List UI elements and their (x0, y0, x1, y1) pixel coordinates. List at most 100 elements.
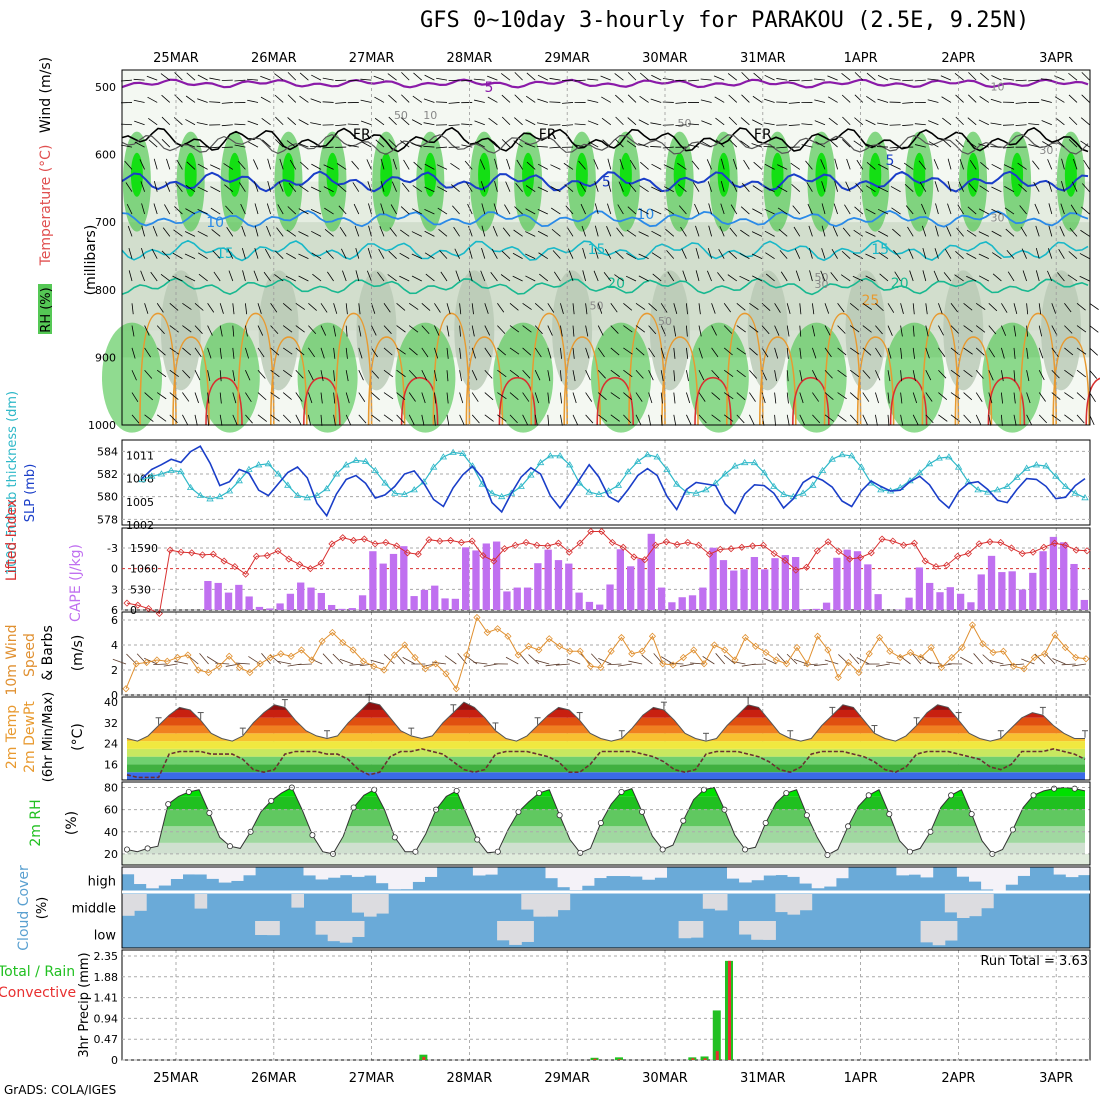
isotherm-line (121, 209, 1089, 228)
thickness-point (614, 481, 623, 488)
lifted-index-point (781, 556, 789, 564)
isotherm-surface (563, 336, 601, 426)
wind10-barb (505, 656, 519, 665)
wind-barb (337, 184, 347, 193)
wind-barb (207, 347, 212, 359)
rh-blob-grey (845, 270, 886, 391)
wind-barb (587, 78, 599, 81)
rh-blob-grey (552, 270, 593, 391)
thickness-point (1003, 482, 1011, 489)
wind-barb (509, 414, 518, 424)
pressure-tick: 600 (95, 149, 116, 162)
isotherm-label: 15 (216, 246, 234, 262)
cloud-cell (569, 867, 583, 891)
wind-barb (324, 207, 334, 215)
thickness-point (1032, 461, 1041, 468)
wind-barb (1038, 347, 1044, 359)
wind-barb (270, 347, 280, 356)
rh-point (268, 797, 275, 804)
wind-barb (437, 186, 448, 193)
wind-barb (1048, 181, 1053, 192)
thickness-point (225, 487, 234, 494)
wind-barb (587, 120, 599, 126)
wind-barb (1018, 183, 1027, 193)
thickness-point (148, 472, 156, 479)
cloud-frame (121, 866, 1091, 949)
wind-barb (126, 203, 133, 215)
cape-bar (523, 587, 532, 610)
wind-barb (727, 274, 738, 282)
wind-barb (147, 96, 158, 103)
wind-barb (299, 95, 309, 103)
upper-air-frame (121, 69, 1091, 426)
wind-barb (471, 414, 480, 424)
wind-barb (942, 139, 952, 148)
wind-barb (865, 275, 876, 282)
wind-barb (355, 247, 360, 259)
wind-barb (434, 392, 437, 404)
wind10-point (411, 653, 419, 662)
wind-barb (673, 370, 676, 382)
wind-barb (625, 275, 637, 282)
wind10-point (690, 646, 698, 654)
cloud-cell (593, 867, 607, 879)
lifted-index-point (716, 545, 724, 553)
lifted-index-point (306, 565, 314, 573)
wind-barb (173, 229, 183, 237)
wind-barb (1026, 392, 1031, 404)
isotherm-surface (628, 312, 666, 426)
rh-point (597, 819, 604, 826)
wind-barb (616, 227, 624, 237)
wind-barb (842, 227, 851, 237)
wind-barb (550, 164, 561, 170)
wind-barb (121, 79, 133, 82)
cloud-cell (993, 867, 1006, 891)
wind-barb (197, 74, 208, 81)
precip-conv-bar (728, 960, 731, 1060)
cape-tick: 530 (130, 583, 151, 596)
temp-color-band (127, 764, 1085, 773)
top-date-label: 28MAR (447, 51, 493, 66)
wind-barb (763, 146, 775, 148)
precip-legend-total: Total / Rain (0, 964, 75, 980)
wind-barb (209, 77, 221, 81)
wind-barb (219, 392, 222, 404)
wind-barb (424, 163, 435, 170)
wind-barb (225, 205, 234, 215)
lifted-index-point (533, 541, 541, 549)
cloud-cell (787, 867, 801, 877)
wind10-point (679, 653, 687, 662)
wind-barb (537, 186, 548, 193)
wind-barb (134, 141, 145, 148)
wind-barb (219, 414, 223, 426)
isotherm-label: 50 (814, 271, 828, 284)
wind-barb (270, 369, 280, 378)
wind-barb (568, 270, 574, 282)
wind-barb (534, 392, 539, 404)
cloud-cell (920, 867, 934, 878)
wind-barb (522, 302, 532, 310)
wind-barb (990, 122, 1002, 126)
wind-barb (988, 370, 994, 381)
wind-barb (1079, 253, 1090, 260)
cloud-cell (944, 894, 958, 913)
wind-barb (749, 414, 755, 425)
cape-tick: 1060 (130, 563, 158, 576)
lifted-index-point (673, 540, 681, 549)
wind-barb (553, 271, 561, 282)
wind-barb (751, 231, 763, 237)
thickness-point (731, 462, 739, 469)
wind-barb (467, 203, 473, 215)
wind10-barb (297, 663, 312, 666)
wind-barb (723, 392, 734, 400)
wind-barb (615, 116, 624, 126)
cloud-level-label: low (94, 929, 117, 944)
isotherm-label: 20 (891, 276, 909, 292)
wind-barb (253, 159, 259, 170)
wind-barb (925, 303, 928, 315)
wind-barb (648, 325, 657, 335)
precip-conv-bar (703, 1058, 707, 1060)
wind-barb (673, 392, 676, 404)
wind10-point (566, 647, 574, 655)
wind-barb (353, 203, 360, 215)
